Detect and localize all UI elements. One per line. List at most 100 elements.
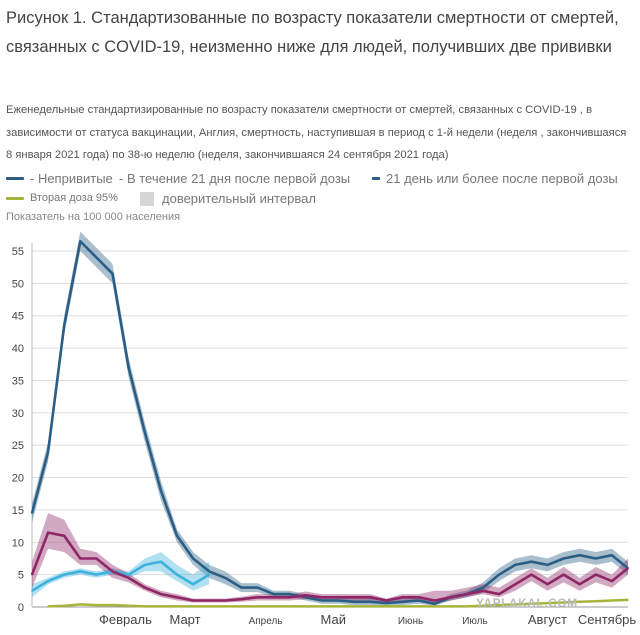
data-point-after21-week-15 — [256, 596, 259, 599]
x-tick-label-Июль: Июль — [462, 616, 488, 627]
data-point-second_dose-week-33 — [546, 602, 549, 604]
y-tick-label-50: 50 — [12, 278, 24, 290]
data-point-second_dose-week-35 — [578, 601, 581, 603]
data-point-second_dose-week-28 — [466, 605, 468, 608]
data-point-unvaccinated-week-2 — [47, 450, 49, 453]
data-point-second_dose-week-36 — [594, 600, 597, 602]
y-tick-label-15: 15 — [12, 505, 24, 517]
data-point-unvaccinated-week-34 — [562, 557, 565, 560]
data-point-unvaccinated-week-23 — [385, 602, 388, 604]
x-tick-label-Сентябрь: Сентябрь — [578, 612, 636, 627]
data-point-second_dose-week-34 — [562, 601, 565, 604]
data-point-after21-week-1 — [31, 573, 33, 576]
data-point-second_dose-week-30 — [498, 604, 500, 606]
data-point-unvaccinated-week-18 — [305, 596, 307, 599]
data-point-after21-week-19 — [321, 596, 323, 599]
data-point-second_dose-week-22 — [369, 605, 372, 608]
data-point-unvaccinated-week-19 — [321, 599, 323, 602]
data-point-unvaccinated-week-12 — [208, 570, 210, 573]
legend-item-second-dose[interactable]: Вторая доза 95% — [6, 192, 118, 204]
data-point-second_dose-week-29 — [482, 604, 484, 607]
data-point-after21-week-36 — [594, 573, 597, 576]
data-point-after21-week-30 — [498, 593, 500, 595]
y-tick-label-45: 45 — [12, 311, 24, 323]
data-point-unvaccinated-week-33 — [546, 564, 549, 566]
y-tick-label-0: 0 — [18, 602, 24, 614]
legend-item-after21[interactable]: 21 день или более после первой дозы — [372, 171, 618, 186]
data-point-second_dose-week-38 — [627, 599, 629, 601]
data-point-after21-week-23 — [385, 599, 388, 602]
data-point-after21-week-18 — [305, 594, 307, 597]
data-point-unvaccinated-week-15 — [256, 586, 259, 589]
data-point-after21-week-14 — [240, 598, 243, 601]
data-point-second_dose-week-24 — [401, 605, 404, 608]
legend-item-unvaccinated[interactable]: - Непривитые — [6, 171, 113, 186]
data-point-second_dose-week-16 — [272, 605, 275, 608]
legend-swatch-after21 — [372, 177, 380, 180]
legend-label-within21: - В течение 21 дня после первой дозы — [119, 171, 351, 186]
data-point-second_dose-week-20 — [337, 605, 339, 608]
data-point-after21-week-8 — [143, 586, 146, 589]
data-point-after21-week-12 — [208, 599, 210, 602]
data-point-unvaccinated-week-17 — [288, 593, 291, 595]
data-point-within21-week-3 — [63, 573, 66, 576]
data-point-unvaccinated-week-7 — [127, 366, 130, 369]
legend-swatch-ci — [140, 191, 154, 206]
x-tick-label-Июнь: Июнь — [398, 616, 423, 627]
data-point-unvaccinated-week-10 — [176, 535, 178, 537]
ci-band-unvaccinated — [32, 231, 628, 606]
figure-subtitle: Еженедельные стандартизированные по возр… — [6, 104, 627, 161]
data-point-after21-week-35 — [578, 583, 581, 586]
data-point-unvaccinated-week-31 — [514, 564, 517, 566]
data-point-unvaccinated-week-36 — [594, 557, 597, 560]
x-tick-label-Май: Май — [320, 612, 345, 627]
y-tick-label-40: 40 — [12, 343, 24, 355]
data-point-unvaccinated-week-9 — [160, 489, 162, 492]
legend-item-ci[interactable]: доверительный интервал — [140, 191, 316, 206]
data-point-unvaccinated-week-21 — [353, 601, 355, 603]
data-point-unvaccinated-week-32 — [530, 560, 533, 563]
data-point-after21-week-7 — [127, 577, 130, 579]
data-point-after21-week-20 — [337, 596, 339, 599]
data-point-second_dose-week-15 — [256, 605, 259, 608]
y-axis-label: Показатель на 100 000 населения — [6, 211, 181, 223]
data-point-after21-week-29 — [482, 590, 484, 592]
data-point-after21-week-28 — [466, 593, 468, 595]
data-point-unvaccinated-week-37 — [611, 554, 613, 557]
x-tick-label-Март: Март — [169, 612, 200, 627]
data-point-after21-week-5 — [95, 557, 98, 560]
data-point-after21-week-24 — [401, 596, 404, 599]
series-line-after21 — [30, 531, 629, 602]
data-point-second_dose-week-27 — [450, 605, 452, 608]
data-point-unvaccinated-week-20 — [337, 599, 339, 602]
series-line-unvaccinated — [30, 239, 629, 606]
data-point-within21-week-9 — [160, 560, 162, 563]
data-point-after21-week-6 — [111, 570, 114, 573]
legend-label-second-dose: Вторая доза 95% — [30, 192, 118, 204]
data-point-unvaccinated-week-4 — [79, 240, 82, 243]
y-tick-label-5: 5 — [18, 570, 24, 582]
data-point-after21-week-27 — [450, 596, 452, 599]
data-point-unvaccinated-week-22 — [369, 601, 372, 603]
data-point-second_dose-week-37 — [611, 599, 613, 602]
data-point-second_dose-week-31 — [514, 603, 517, 606]
legend-swatch-second-dose — [6, 196, 24, 200]
x-tick-label-Апрель: Апрель — [249, 616, 283, 627]
data-point-after21-week-25 — [417, 596, 420, 599]
data-point-second_dose-week-32 — [530, 602, 533, 605]
data-point-after21-week-38 — [627, 567, 629, 569]
data-point-after21-week-34 — [562, 573, 565, 576]
data-point-after21-week-10 — [176, 596, 178, 599]
chart-plot: 0 5 10 15 20 25 30 35 40 45 50 55 Февраль Март Апрель М… — [12, 231, 636, 627]
data-point-after21-week-22 — [369, 596, 372, 599]
data-point-after21-week-31 — [514, 583, 517, 586]
y-tick-label-10: 10 — [12, 537, 24, 549]
data-point-after21-week-9 — [160, 593, 162, 595]
data-point-after21-week-26 — [433, 599, 436, 602]
data-point-unvaccinated-week-8 — [143, 431, 146, 434]
legend-item-within21[interactable]: - В течение 21 дня после первой дозы — [119, 171, 350, 186]
data-point-unvaccinated-week-6 — [111, 272, 114, 275]
data-point-second_dose-week-7 — [127, 604, 130, 607]
data-point-unvaccinated-week-29 — [482, 586, 484, 589]
series-line-within21 — [31, 560, 210, 592]
